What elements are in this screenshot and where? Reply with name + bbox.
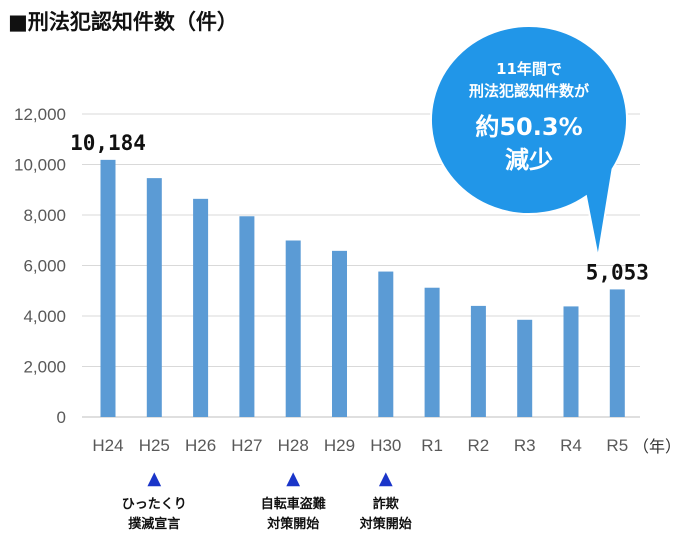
bar-h30: [378, 271, 394, 417]
triangle-marker-icon: ▲: [379, 468, 393, 489]
chart-title: ■刑法犯認知件数（件）: [8, 10, 238, 34]
x-tick-label: R3: [514, 436, 536, 455]
y-tick-label: 8,000: [23, 206, 66, 225]
bar-h24: [100, 159, 116, 417]
x-tick-label: R5: [606, 436, 628, 455]
y-tick-label: 2,000: [23, 358, 66, 377]
bar-r5: [609, 289, 625, 417]
x-axis-ticks: H24 H25 H26 H27 H28 H29 H30 R1 R2 R3 R4 R5: [92, 436, 628, 455]
y-tick-label: 6,000: [23, 257, 66, 276]
y-tick-label: 10,000: [14, 156, 66, 175]
bar-h25: [146, 178, 162, 417]
y-tick-label: 4,000: [23, 307, 66, 326]
triangle-marker-icon: ▲: [286, 468, 300, 489]
data-label: 5,053: [586, 260, 649, 284]
y-tick-label: 12,000: [14, 105, 66, 124]
callout-bubble: 11年間で 刑法犯認知件数が 約50.3% 減少: [430, 25, 628, 259]
x-axis-unit: （年）: [633, 437, 681, 456]
triangle-marker-icon: ▲: [147, 468, 161, 489]
x-tick-label: H30: [370, 436, 401, 455]
annotation-text: ひったくり: [122, 497, 187, 512]
x-tick-label: H29: [324, 436, 355, 455]
annotation-text: 詐欺: [373, 496, 399, 512]
annotation-text: 撲滅宣言: [128, 516, 180, 532]
annotation-text: 自転車盗難: [261, 496, 326, 512]
annotation-text: 対策開始: [266, 516, 319, 532]
data-label: 10,184: [70, 131, 146, 155]
data-labels: 10,184 5,053: [70, 131, 649, 285]
x-tick-label: H28: [278, 436, 309, 455]
bars: [100, 159, 625, 417]
y-axis-ticks: 0 2,000 4,000 6,000 8,000 10,000 12,000: [14, 105, 66, 427]
bar-h26: [193, 198, 209, 417]
x-tick-label: R1: [421, 436, 443, 455]
callout-line-2: 刑法犯認知件数が: [469, 82, 590, 100]
y-tick-label: 0: [57, 408, 66, 427]
bar-r4: [563, 306, 579, 417]
x-tick-label: H25: [139, 436, 170, 455]
x-tick-label: R4: [560, 436, 582, 455]
bar-h28: [285, 240, 301, 417]
bar-r2: [470, 305, 486, 417]
bar-r1: [424, 287, 440, 417]
callout-bubble-shape: [430, 25, 628, 259]
bar-h29: [332, 250, 347, 417]
bar-r3: [517, 319, 533, 417]
callout-line-3: 約50.3%: [475, 113, 582, 141]
bar-h27: [239, 216, 255, 417]
annotation-text: 対策開始: [359, 516, 412, 532]
callout-line-1: 11年間で: [496, 60, 562, 78]
x-tick-label: H24: [92, 436, 123, 455]
callout-line-4: 減少: [505, 146, 553, 174]
x-tick-label: R2: [468, 436, 490, 455]
x-tick-label: H27: [231, 436, 262, 455]
x-tick-label: H26: [185, 436, 216, 455]
